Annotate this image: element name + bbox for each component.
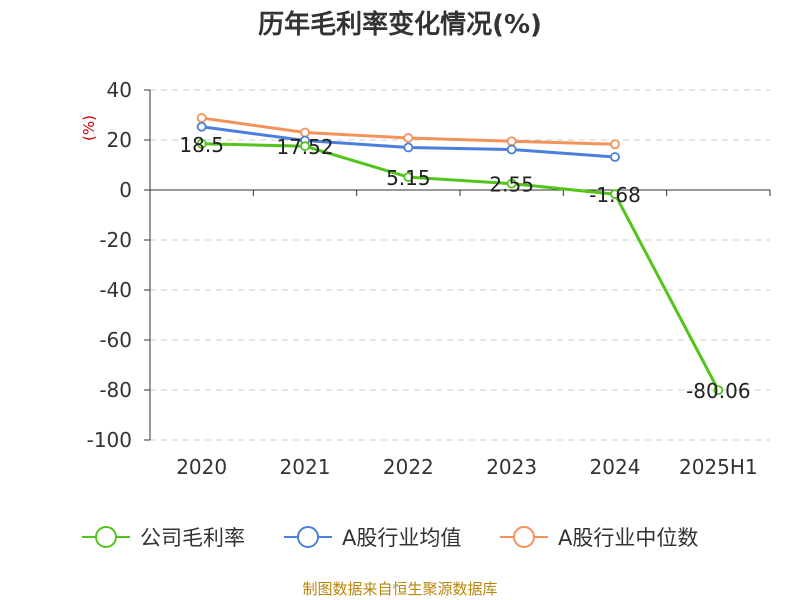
data-label: 2.55 [489,173,534,197]
legend-label: A股行业均值 [342,526,461,550]
data-point [506,136,517,147]
y-tick-label: 40 [107,78,132,102]
x-tick-label: 2022 [383,455,434,479]
series-line [201,142,720,391]
legend-marker [297,526,319,548]
data-point [196,138,207,149]
data-point [403,142,414,153]
y-tick-label: -40 [99,278,132,302]
data-point [610,152,620,162]
x-tick-label: 2021 [280,455,331,479]
y-tick-label: -100 [87,428,132,452]
x-tick-label: 2024 [590,455,641,479]
data-point [403,172,414,183]
legend-marker [513,526,535,548]
y-tick-label: -80 [99,378,132,402]
x-tick-label: 2020 [176,455,227,479]
y-tick-label: 0 [119,178,132,202]
legend-label: 公司毛利率 [140,526,245,550]
x-tick-label: 2023 [486,455,537,479]
data-point [610,139,620,150]
legend-label: A股行业中位数 [558,526,698,550]
data-point [196,121,207,132]
y-tick-label: 20 [107,128,132,152]
y-tick-label: -60 [99,328,132,352]
data-point [196,113,207,123]
data-point [506,178,517,189]
data-source-note: 制图数据来自恒生聚源数据库 [302,580,498,598]
data-point [506,144,517,155]
x-tick-label: 2025H1 [679,455,758,479]
data-label: 5.15 [386,166,431,190]
data-point [713,385,724,396]
data-point [300,141,310,152]
y-axis-label: (%) [80,115,98,141]
chart-title: 历年毛利率变化情况(%) [258,10,542,40]
data-label: 18.5 [179,133,224,157]
data-label: 17.52 [276,135,333,159]
legend-marker [95,526,117,548]
data-label: -80.06 [686,379,750,403]
data-point [610,189,620,200]
data-label: -1.68 [589,183,641,207]
data-point [403,133,414,143]
y-tick-label: -20 [99,228,132,252]
